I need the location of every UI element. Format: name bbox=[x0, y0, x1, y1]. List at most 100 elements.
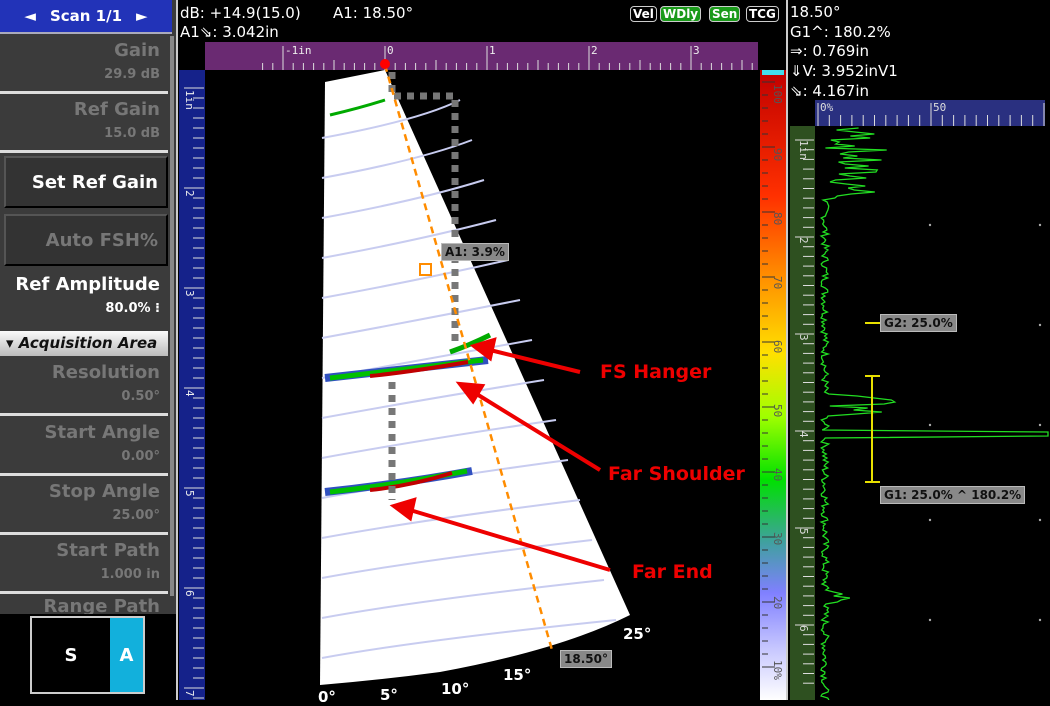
param-label: Resolution bbox=[51, 362, 160, 383]
annotation-arrows bbox=[389, 337, 611, 572]
ascan-depth-ruler bbox=[790, 126, 815, 700]
a1-angle-readout: A1: 18.50° bbox=[333, 4, 414, 22]
scan-selector[interactable]: ◄ Scan 1/1 ► bbox=[0, 0, 172, 34]
angle-label: 15° bbox=[503, 666, 532, 684]
v-ruler-label: 5 bbox=[183, 490, 196, 497]
right-readout-depth: ⇓V: 3.952inV1 bbox=[790, 62, 898, 80]
start-path-param[interactable]: Start Path 1.000 in bbox=[0, 536, 168, 594]
view-s-button[interactable]: S bbox=[64, 644, 78, 666]
next-scan-icon[interactable]: ► bbox=[136, 7, 148, 25]
palette-label: 40 bbox=[771, 468, 784, 482]
param-value: 25.00° bbox=[112, 508, 160, 523]
auto-fsh-button[interactable]: Auto FSH% bbox=[4, 214, 168, 266]
angle-label: 10° bbox=[441, 680, 470, 698]
angle-cursor bbox=[383, 64, 554, 651]
ref-gain-value: 15.0 dB bbox=[104, 126, 160, 141]
param-value: 0.00° bbox=[121, 449, 160, 464]
grid-dot bbox=[1038, 518, 1042, 522]
palette-label: 50 bbox=[771, 404, 784, 418]
palette-label: 60 bbox=[771, 340, 784, 354]
annotation-far-shoulder: Far Shoulder bbox=[608, 463, 745, 485]
angle-label: 5° bbox=[380, 686, 398, 704]
right-readout-path: ⇘: 4.167in bbox=[790, 82, 870, 100]
grid-dot bbox=[928, 223, 932, 227]
db-readout: dB: +14.9(15.0) bbox=[180, 4, 301, 22]
ref-amplitude-param[interactable]: Ref Amplitude 80.0% ⁝ bbox=[0, 270, 168, 330]
grid-dot bbox=[1038, 323, 1042, 327]
ascan-v-label: 4 bbox=[797, 431, 810, 438]
palette-marker bbox=[762, 70, 784, 75]
background-echo bbox=[321, 179, 485, 219]
palette-label: 20 bbox=[771, 596, 784, 610]
probe-origin-marker bbox=[380, 59, 390, 69]
ascan-v-label: 5 bbox=[797, 528, 810, 535]
start-angle-param[interactable]: Start Angle 0.00° bbox=[0, 418, 168, 476]
param-label: Start Path bbox=[56, 540, 160, 561]
param-value: 0.50° bbox=[121, 389, 160, 404]
background-echo bbox=[321, 499, 581, 539]
range-path-param[interactable]: Range Path bbox=[0, 596, 168, 614]
param-label: Stop Angle bbox=[48, 481, 160, 502]
right-readout-g1: G1^: 180.2% bbox=[790, 23, 891, 41]
ascan-h-label: 0% bbox=[820, 101, 834, 114]
v-ruler-label: 2 bbox=[183, 190, 196, 197]
annotation-fs-hanger: FS Hanger bbox=[600, 361, 712, 383]
gain-param[interactable]: Gain 29.9 dB bbox=[0, 36, 168, 94]
echo-near bbox=[329, 98, 386, 117]
gain-label: Gain bbox=[114, 40, 160, 61]
view-selector[interactable]: S A bbox=[30, 616, 145, 694]
grid-dot bbox=[928, 423, 932, 427]
sscan-fan bbox=[320, 70, 630, 685]
param-value: 1.000 in bbox=[100, 567, 160, 582]
angle-label: 0° bbox=[318, 688, 336, 706]
v-ruler-label: 6 bbox=[183, 590, 196, 597]
h-ruler-label: 1 bbox=[489, 44, 496, 57]
background-echo bbox=[321, 459, 569, 499]
badge-wdly[interactable]: WDly bbox=[660, 6, 702, 22]
grid-dot bbox=[928, 618, 932, 622]
badge-tcg[interactable]: TCG bbox=[746, 6, 779, 22]
palette-label: 100 bbox=[771, 84, 784, 104]
prev-scan-icon[interactable]: ◄ bbox=[24, 7, 36, 25]
resolution-param[interactable]: Resolution 0.50° bbox=[0, 358, 168, 416]
view-a-button[interactable]: A bbox=[110, 618, 143, 692]
ascan-v-label: 6 bbox=[797, 625, 810, 632]
background-echo bbox=[321, 299, 521, 339]
angle-label: 25° bbox=[623, 625, 652, 643]
background-echo bbox=[321, 259, 509, 299]
badge-sen[interactable]: Sen bbox=[709, 6, 741, 22]
acquisition-area-section[interactable]: ▾ Acquisition Area bbox=[0, 331, 168, 356]
h-ruler-label: 3 bbox=[693, 44, 700, 57]
background-echo bbox=[321, 339, 533, 379]
grid-dot bbox=[928, 518, 932, 522]
v-ruler-label: 7 bbox=[183, 690, 196, 697]
annotation-far-end: Far End bbox=[632, 561, 713, 583]
ascan-h-label: 50 bbox=[933, 101, 947, 114]
echo-indication bbox=[324, 356, 489, 382]
grid-dot bbox=[1038, 223, 1042, 227]
right-readout-angle: 18.50° bbox=[790, 3, 841, 21]
a1-path-readout: A1⇘: 3.042in bbox=[180, 23, 279, 41]
background-echo bbox=[321, 379, 545, 419]
scan-label: Scan 1/1 bbox=[49, 7, 123, 25]
badge-vel[interactable]: Vel bbox=[630, 6, 657, 22]
ascan-v-label: 2 bbox=[797, 237, 810, 244]
gate-g1-label: G1: 25.0% ^ 180.2% bbox=[880, 486, 1026, 504]
ascan-v-label: 1in bbox=[797, 140, 810, 160]
scrollbar[interactable] bbox=[170, 36, 174, 596]
stop-angle-param[interactable]: Stop Angle 25.00° bbox=[0, 477, 168, 535]
set-ref-gain-button[interactable]: Set Ref Gain bbox=[4, 156, 168, 208]
ref-amplitude-value: 80.0% ⁝ bbox=[105, 301, 160, 316]
gates bbox=[865, 322, 882, 483]
cursor-marker bbox=[419, 263, 432, 276]
v-ruler-label: 3 bbox=[183, 290, 196, 297]
cursor-angle-label: 18.50° bbox=[560, 650, 612, 668]
grid-dot bbox=[1038, 618, 1042, 622]
grid-dot bbox=[1038, 423, 1042, 427]
background-echo bbox=[321, 99, 461, 139]
ascan-trace bbox=[819, 127, 1049, 700]
palette-label: 70 bbox=[771, 276, 784, 290]
background-echo bbox=[321, 419, 557, 459]
ref-gain-label: Ref Gain bbox=[73, 99, 160, 120]
ref-gain-param[interactable]: Ref Gain 15.0 dB bbox=[0, 95, 168, 153]
